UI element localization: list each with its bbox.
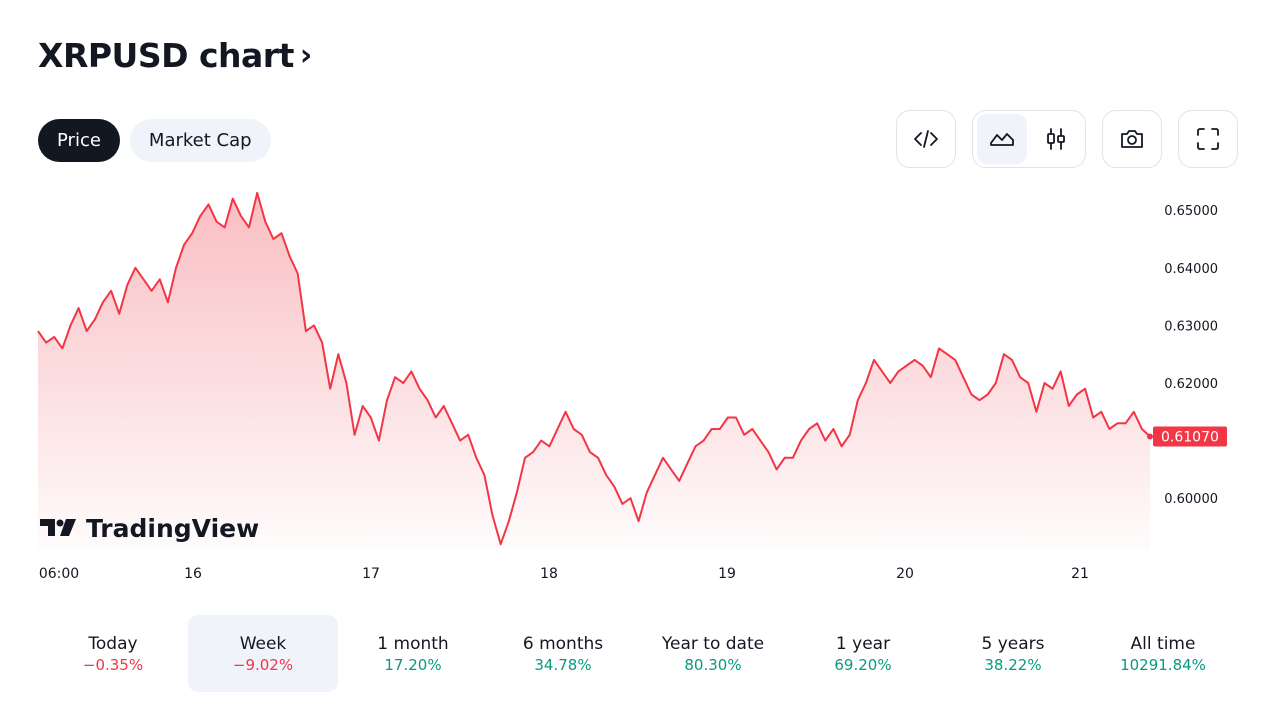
last-price-label: 0.61070 — [1153, 426, 1227, 447]
area-chart-icon — [990, 133, 1014, 146]
chart-style-group — [972, 110, 1086, 168]
period-6-months[interactable]: 6 months 34.78% — [488, 615, 638, 692]
period-year-to-date[interactable]: Year to date 80.30% — [638, 615, 788, 692]
embed-button[interactable] — [901, 114, 951, 164]
tab-price[interactable]: Price — [38, 119, 120, 162]
last-price-dot — [1147, 433, 1153, 440]
period-today[interactable]: Today −0.35% — [38, 615, 188, 692]
x-tick-label: 06:00 — [39, 566, 79, 582]
y-tick-label: 0.64000 — [1164, 262, 1218, 277]
page-title: XRPUSD chart — [38, 36, 294, 75]
fullscreen-group — [1178, 110, 1238, 168]
period-label: Week — [239, 633, 287, 654]
period-1-year[interactable]: 1 year 69.20% — [788, 615, 938, 692]
code-icon — [914, 130, 938, 148]
x-tick-label: 21 — [1071, 566, 1089, 582]
period-change: 38.22% — [984, 655, 1042, 674]
candlestick-icon — [1047, 128, 1065, 150]
y-tick-label: 0.60000 — [1164, 492, 1218, 507]
period-label: Year to date — [661, 633, 765, 654]
y-tick-label: 0.62000 — [1164, 377, 1218, 392]
period-label: All time — [1130, 633, 1196, 654]
y-axis: 0.600000.610000.620000.630000.640000.650… — [1164, 204, 1218, 507]
last-price-value: 0.61070 — [1161, 430, 1219, 446]
price-chart[interactable]: 0.600000.610000.620000.630000.640000.650… — [0, 180, 1280, 590]
price-line — [37, 191, 1151, 546]
tab-market-cap[interactable]: Market Cap — [129, 119, 271, 162]
period-change: 69.20% — [834, 655, 892, 674]
x-tick-label: 19 — [718, 566, 736, 582]
candlestick-button[interactable] — [1031, 114, 1081, 164]
y-tick-label: 0.65000 — [1164, 204, 1218, 219]
period-change: −9.02% — [232, 655, 294, 674]
period-label: 6 months — [522, 633, 604, 654]
area-chart-button[interactable] — [977, 114, 1027, 164]
price-area-fill — [38, 192, 1150, 550]
fullscreen-icon — [1197, 128, 1219, 150]
camera-icon — [1121, 130, 1143, 148]
tradingview-wordmark: TradingView — [86, 514, 259, 543]
x-axis: 06:00 16 17 18 19 20 21 — [39, 566, 1089, 582]
snapshot-button[interactable] — [1107, 114, 1157, 164]
tradingview-logo-icon — [40, 519, 76, 536]
x-tick-label: 20 — [896, 566, 914, 582]
x-tick-label: 18 — [540, 566, 558, 582]
chart-title-link[interactable]: XRPUSD chart › — [38, 36, 312, 75]
embed-group — [896, 110, 956, 168]
period-change: −0.35% — [82, 655, 144, 674]
x-tick-label: 16 — [184, 566, 202, 582]
period-week[interactable]: Week −9.02% — [188, 615, 338, 692]
period-5-years[interactable]: 5 years 38.22% — [938, 615, 1088, 692]
period-label: 5 years — [981, 633, 1045, 654]
last-price-badge — [1153, 426, 1227, 447]
fullscreen-button[interactable] — [1183, 114, 1233, 164]
period-change: 10291.84% — [1120, 655, 1206, 674]
period-change: 17.20% — [384, 655, 442, 674]
tradingview-watermark: TradingView — [40, 514, 259, 543]
period-change: 80.30% — [684, 655, 742, 674]
y-tick-label: 0.63000 — [1164, 319, 1218, 334]
period-all-time[interactable]: All time 10291.84% — [1088, 615, 1238, 692]
x-tick-label: 17 — [362, 566, 380, 582]
period-label: Today — [88, 633, 138, 654]
chart-type-tabs: Price Market Cap — [38, 119, 271, 162]
period-label: 1 year — [835, 633, 891, 654]
period-change: 34.78% — [534, 655, 592, 674]
period-label: 1 month — [377, 633, 449, 654]
period-1-month[interactable]: 1 month 17.20% — [338, 615, 488, 692]
period-selector: Today −0.35% Week −9.02% 1 month 17.20% … — [38, 615, 1238, 692]
snapshot-group — [1102, 110, 1162, 168]
chevron-right-icon: › — [299, 38, 312, 73]
chart-toolbar — [896, 110, 1238, 168]
